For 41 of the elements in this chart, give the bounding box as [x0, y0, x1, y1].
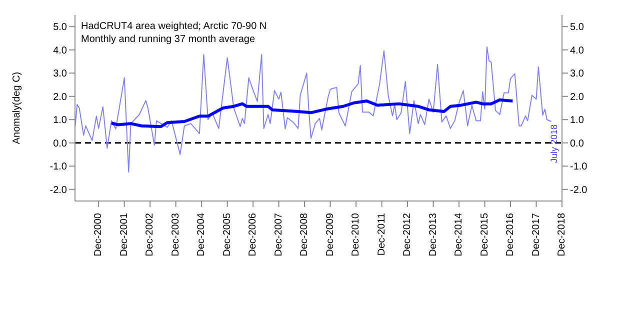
- y-tick-label: 0.0: [53, 138, 68, 150]
- x-tick-label: Dec-2014: [454, 212, 465, 256]
- x-tick-label: Dec-2003: [170, 212, 182, 256]
- y-tick-label: 2.0: [53, 92, 68, 103]
- text: HadCRUT4 area weighted; Arctic 70-90 N: [81, 20, 267, 33]
- x-tick-label: Dec-2018: [556, 212, 568, 256]
- y2-tick-label: 2.0: [570, 92, 584, 103]
- y-tick-label: 5.0: [53, 22, 68, 34]
- line-series: [110, 98, 514, 128]
- y2-tick-label: 3.0: [570, 68, 584, 80]
- x-tick-label: Dec-2004: [196, 212, 208, 256]
- y-axis-title: Anomaly(deg C): [12, 72, 23, 144]
- x-tick-label: Dec-2005: [222, 212, 233, 256]
- y-tick-label: 4.0: [53, 45, 68, 56]
- y-tick-label: -1.0: [50, 162, 68, 173]
- x-tick-label: Dec-2002: [144, 212, 156, 256]
- line-series: [75, 46, 552, 172]
- y2-tick-label: 1.0: [570, 115, 584, 126]
- y2-tick-label: 5.0: [570, 22, 584, 34]
- y-tick-label: -2.0: [50, 184, 68, 196]
- y-tick-label: 3.0: [53, 68, 68, 80]
- y2-tick-label: -1.0: [570, 162, 588, 173]
- x-tick-label: Dec-2016: [505, 212, 516, 256]
- text: Monthly and running 37 month average: [81, 33, 256, 46]
- x-tick-label: Dec-2001: [118, 212, 130, 256]
- annotation: July 2018: [549, 124, 560, 163]
- x-tick-label: Dec-2011: [376, 212, 388, 256]
- y2-tick-label: 0.0: [570, 138, 584, 150]
- y2-tick-label: 4.0: [570, 45, 584, 56]
- x-tick-label: Dec-2009: [324, 212, 336, 256]
- x-tick-label: Dec-2015: [479, 212, 490, 256]
- x-tick-label: Dec-2008: [299, 212, 310, 256]
- x-tick-label: Dec-2013: [428, 212, 439, 256]
- x-tick-label: Dec-2000: [93, 212, 104, 256]
- x-tick-label: Dec-2007: [273, 212, 284, 256]
- x-tick-label: Dec-2006: [248, 212, 259, 256]
- x-tick-label: Dec-2017: [530, 212, 542, 256]
- y-tick-label: 1.0: [53, 115, 68, 126]
- y2-tick-label: -2.0: [570, 184, 588, 196]
- x-tick-label: Dec-2010: [350, 212, 362, 256]
- x-tick-label: Dec-2012: [402, 212, 414, 256]
